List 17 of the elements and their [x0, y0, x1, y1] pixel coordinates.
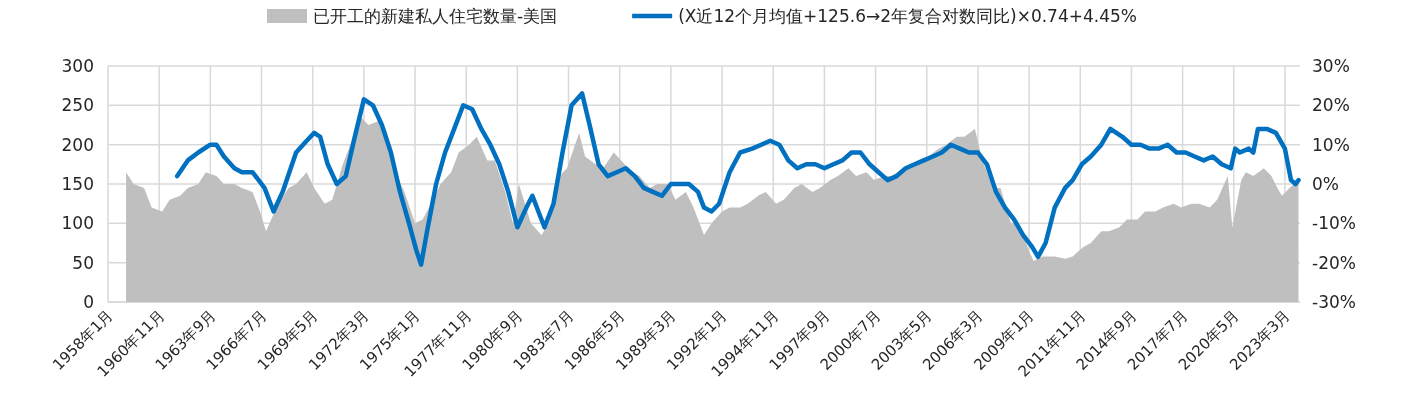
- legend-label: (X近12个月均值+125.6→2年复合对数同比)×0.74+4.45%: [678, 6, 1137, 26]
- y-tick-label: 0: [83, 292, 94, 312]
- y-tick-label: 150: [61, 174, 94, 194]
- y2-tick-label: 30%: [1312, 56, 1350, 76]
- y-tick-label: 250: [61, 95, 94, 116]
- y2-tick-label: -30%: [1312, 292, 1356, 312]
- y2-tick-label: 0%: [1312, 174, 1339, 194]
- y-tick-label: 100: [61, 213, 94, 234]
- y2-tick-label: 20%: [1312, 95, 1350, 116]
- y2-tick-label: 10%: [1312, 134, 1350, 155]
- y-tick-label: 50: [72, 252, 94, 273]
- line-series: [174, 91, 1301, 267]
- y2-tick-label: -20%: [1312, 252, 1356, 273]
- legend-label: 已开工的新建私人住宅数量-美国: [313, 6, 558, 26]
- y-tick-label: 200: [61, 134, 94, 155]
- y2-tick-label: -10%: [1312, 213, 1356, 234]
- y-tick-label: 300: [61, 56, 94, 76]
